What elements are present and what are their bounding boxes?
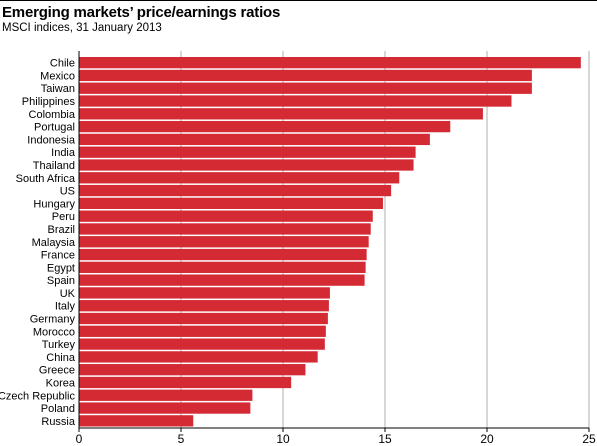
- category-label: Hungary: [33, 198, 75, 210]
- category-label: Taiwan: [41, 83, 75, 95]
- category-label: Portugal: [34, 122, 75, 134]
- category-label: Germany: [30, 314, 76, 326]
- bar-italy: [79, 300, 329, 312]
- bar-france: [79, 248, 367, 261]
- x-tick-label: 0: [76, 432, 83, 446]
- bar-egypt: [79, 261, 366, 273]
- category-label: Philippines: [22, 96, 76, 108]
- top-rule: [0, 0, 597, 1]
- category-label: Peru: [52, 211, 75, 223]
- bar-philippines: [79, 95, 512, 107]
- bar-brazil: [79, 223, 371, 235]
- x-tick-label: 25: [582, 432, 596, 446]
- x-tick-label: 5: [178, 432, 185, 446]
- category-label: Greece: [39, 365, 75, 377]
- x-axis: 0 5 10 15 20 25: [76, 51, 596, 446]
- bar-hungary: [79, 197, 383, 210]
- chart-title: Emerging markets’ price/earnings ratios: [2, 4, 281, 21]
- bar-russia: [79, 415, 194, 427]
- category-label: South Africa: [16, 173, 76, 185]
- bar-poland: [79, 402, 251, 414]
- bar-malaysia: [79, 236, 369, 248]
- category-label: Thailand: [33, 160, 75, 172]
- category-label: Czech Republic: [0, 390, 75, 402]
- category-label: Mexico: [40, 70, 75, 82]
- category-label: Indonesia: [27, 134, 76, 146]
- bar-uk: [79, 287, 330, 299]
- category-label: Egypt: [47, 262, 75, 274]
- category-label: Italy: [55, 301, 76, 313]
- x-tick-label: 20: [480, 432, 494, 446]
- category-labels: ChileMexicoTaiwanPhilippinesColombiaPort…: [0, 58, 76, 428]
- bar-chile: [79, 57, 581, 69]
- category-label: Spain: [47, 275, 75, 287]
- bar-india: [79, 146, 416, 158]
- category-label: Russia: [41, 416, 76, 428]
- category-label: UK: [60, 288, 76, 300]
- category-label: Turkey: [42, 339, 76, 351]
- category-label: Korea: [46, 377, 76, 389]
- bar-china: [79, 351, 318, 363]
- category-label: France: [41, 250, 75, 262]
- bar-spain: [79, 274, 365, 286]
- category-label: Morocco: [33, 326, 75, 338]
- x-tick-label: 15: [378, 432, 392, 446]
- category-label: Malaysia: [32, 237, 76, 249]
- bars: [79, 57, 581, 427]
- category-label: Brazil: [47, 224, 75, 236]
- category-label: China: [46, 352, 76, 364]
- x-tick-label: 10: [276, 432, 290, 446]
- bar-germany: [79, 312, 328, 325]
- category-label: US: [60, 186, 75, 198]
- bar-morocco: [79, 325, 326, 337]
- category-label: Poland: [41, 403, 75, 415]
- bar-taiwan: [79, 82, 532, 94]
- category-label: Chile: [50, 58, 75, 70]
- bar-mexico: [79, 69, 532, 82]
- bar-korea: [79, 376, 292, 389]
- bar-us: [79, 184, 392, 197]
- category-label: India: [51, 147, 76, 159]
- bar-indonesia: [79, 133, 430, 146]
- bar-south-africa: [79, 172, 400, 184]
- bar-turkey: [79, 338, 325, 350]
- bar-colombia: [79, 108, 483, 120]
- bar-portugal: [79, 120, 451, 133]
- chart-subtitle: MSCI indices, 31 January 2013: [2, 22, 162, 34]
- bar-greece: [79, 364, 306, 376]
- bar-peru: [79, 210, 373, 222]
- bar-czech-republic: [79, 389, 253, 401]
- bar-thailand: [79, 159, 414, 171]
- category-label: Colombia: [29, 109, 76, 121]
